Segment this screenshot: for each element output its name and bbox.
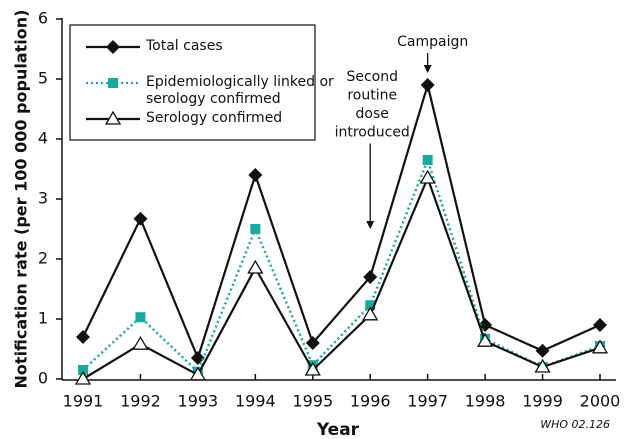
x-tick-label: 1999 [522, 392, 563, 411]
annotation-text: routine [347, 88, 397, 104]
marker-diamond [248, 168, 263, 182]
marker-diamond [190, 351, 205, 365]
legend-label: Epidemiologically linked or serology con… [146, 74, 334, 107]
marker-diamond [133, 211, 148, 226]
series-line [82, 174, 601, 380]
marker-diamond [593, 318, 607, 332]
marker-triangle [189, 366, 207, 381]
annotation-text: introduced [335, 125, 410, 141]
source: WHO 02.126 [540, 418, 610, 431]
annotation-text: dose [356, 106, 389, 122]
marker-diamond [106, 40, 120, 54]
marker-triangle [104, 110, 122, 125]
x-tick-label: 1992 [120, 392, 161, 411]
annotation-text: Second [346, 69, 398, 85]
marker-triangle [476, 332, 494, 347]
y-tick-label: 2 [38, 249, 48, 268]
marker-diamond [305, 336, 320, 350]
marker-diamond [535, 343, 550, 358]
x-tick-label: 1995 [292, 392, 333, 411]
marker-diamond [420, 78, 435, 92]
marker-triangle [247, 259, 264, 274]
x-tick-label: 2000 [580, 392, 621, 411]
y-tick-label: 4 [38, 129, 48, 148]
annotation-text: Campaign [397, 34, 468, 50]
marker-square [422, 155, 433, 165]
marker-triangle [591, 339, 609, 354]
series-line [82, 80, 601, 362]
marker-square [250, 224, 261, 234]
y-axis-label: Notification rate (per 100 000 populatio… [12, 10, 31, 389]
x-tick-label: 1998 [465, 392, 506, 411]
marker-square [78, 365, 88, 375]
marker-triangle [362, 306, 379, 321]
marker-square [365, 300, 376, 311]
x-tick-label: 1994 [235, 392, 276, 411]
marker-square [108, 78, 118, 88]
y-tick-label: 1 [38, 309, 48, 328]
annotation-arrowhead [423, 65, 432, 73]
y-tick-label: 5 [38, 69, 48, 88]
marker-square [135, 312, 146, 323]
y-tick-label: 0 [38, 369, 48, 388]
x-tick-label: 1993 [178, 392, 219, 411]
x-tick-label: 1996 [350, 392, 391, 411]
marker-triangle [419, 169, 436, 184]
annotation-arrowhead [366, 221, 375, 229]
x-tick-label: 1997 [407, 392, 448, 411]
x-axis-label: Year [316, 420, 360, 439]
marker-triangle [304, 361, 321, 376]
x-tick-label: 1991 [63, 392, 104, 411]
marker-triangle [132, 335, 149, 350]
marker-diamond [363, 270, 378, 284]
legend-label: Serology confirmed [146, 110, 283, 126]
marker-triangle [74, 370, 92, 385]
y-tick-label: 6 [38, 9, 48, 28]
legend-label: Total cases [146, 38, 223, 54]
marker-triangle [534, 358, 551, 373]
marker-diamond [76, 330, 90, 344]
y-tick-label: 3 [38, 189, 48, 208]
series-line [82, 156, 601, 374]
